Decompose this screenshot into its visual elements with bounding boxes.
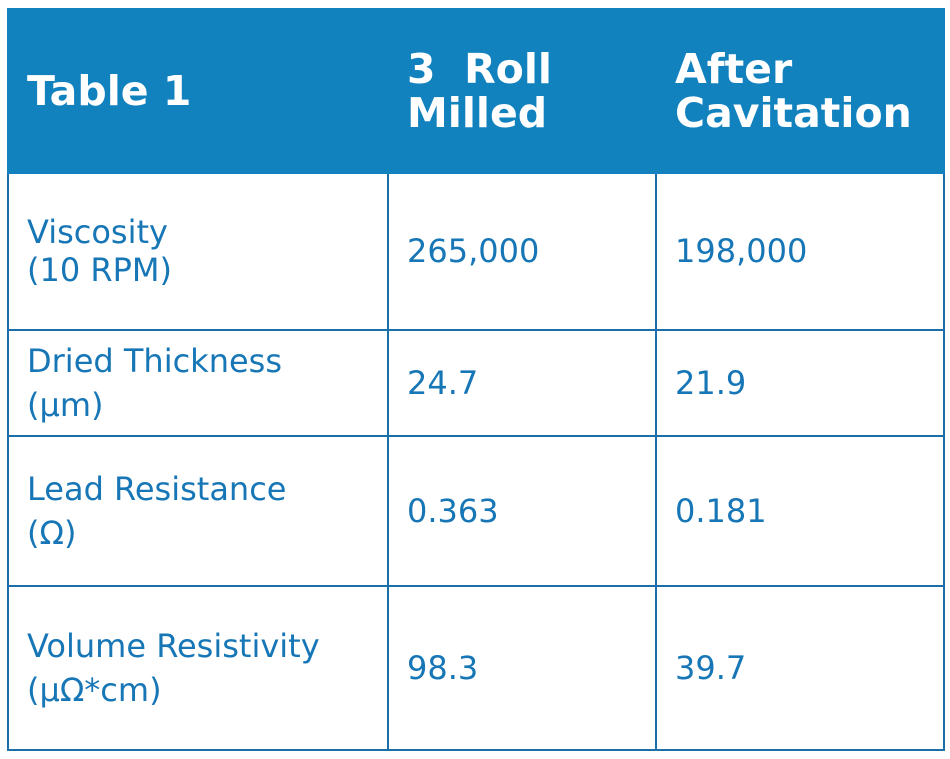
- after-cavitation-header-line1: After: [675, 45, 793, 93]
- cell-roll-milled-lead-resistance: 0.363: [387, 434, 657, 588]
- table-header-row: Table 1 3 Roll Milled After Cavitation: [7, 8, 945, 174]
- table-title: Table 1: [27, 67, 192, 115]
- row-label-line1: Viscosity: [27, 213, 168, 252]
- cell-after-cavitation-dried-thickness: 21.9: [655, 328, 945, 437]
- table-row: Dried Thickness (µm) 24.7 21.9: [7, 328, 945, 437]
- after-cavitation-header: After Cavitation: [655, 8, 945, 174]
- row-label-line1: Dried Thickness: [27, 341, 283, 380]
- row-label-dried-thickness: Dried Thickness (µm): [7, 328, 389, 437]
- table-row: Viscosity (10 RPM) 265,000 198,000: [7, 172, 945, 331]
- cell-after-cavitation-lead-resistance: 0.181: [655, 434, 945, 588]
- row-label-line1: Volume Resistivity: [27, 627, 320, 666]
- row-label-unit: (µm): [27, 385, 104, 424]
- after-cavitation-header-line2: Cavitation: [675, 89, 912, 137]
- row-label-unit: (10 RPM): [27, 251, 172, 290]
- cell-roll-milled-volume-resistivity: 98.3: [387, 585, 657, 751]
- cell-roll-milled-viscosity: 265,000: [387, 172, 657, 331]
- roll-milled-header: 3 Roll Milled: [387, 8, 657, 174]
- row-label-viscosity: Viscosity (10 RPM): [7, 172, 389, 331]
- table-row: Lead Resistance (Ω) 0.363 0.181: [7, 434, 945, 588]
- row-label-lead-resistance: Lead Resistance (Ω): [7, 434, 389, 588]
- table-title-header: Table 1: [7, 8, 389, 174]
- row-label-unit: (µΩ*cm): [27, 671, 162, 710]
- roll-milled-header-line1: 3 Roll: [407, 45, 552, 93]
- cell-after-cavitation-volume-resistivity: 39.7: [655, 585, 945, 751]
- cell-after-cavitation-viscosity: 198,000: [655, 172, 945, 331]
- table-row: Volume Resistivity (µΩ*cm) 98.3 39.7: [7, 585, 945, 751]
- row-label-line1: Lead Resistance: [27, 470, 287, 508]
- row-label-volume-resistivity: Volume Resistivity (µΩ*cm): [7, 585, 389, 751]
- roll-milled-header-line2: Milled: [407, 89, 548, 137]
- data-table-container: Table 1 3 Roll Milled After Cavitation V…: [7, 8, 945, 751]
- cell-roll-milled-dried-thickness: 24.7: [387, 328, 657, 437]
- data-table: Table 1 3 Roll Milled After Cavitation V…: [7, 8, 945, 751]
- row-label-unit: (Ω): [27, 514, 77, 552]
